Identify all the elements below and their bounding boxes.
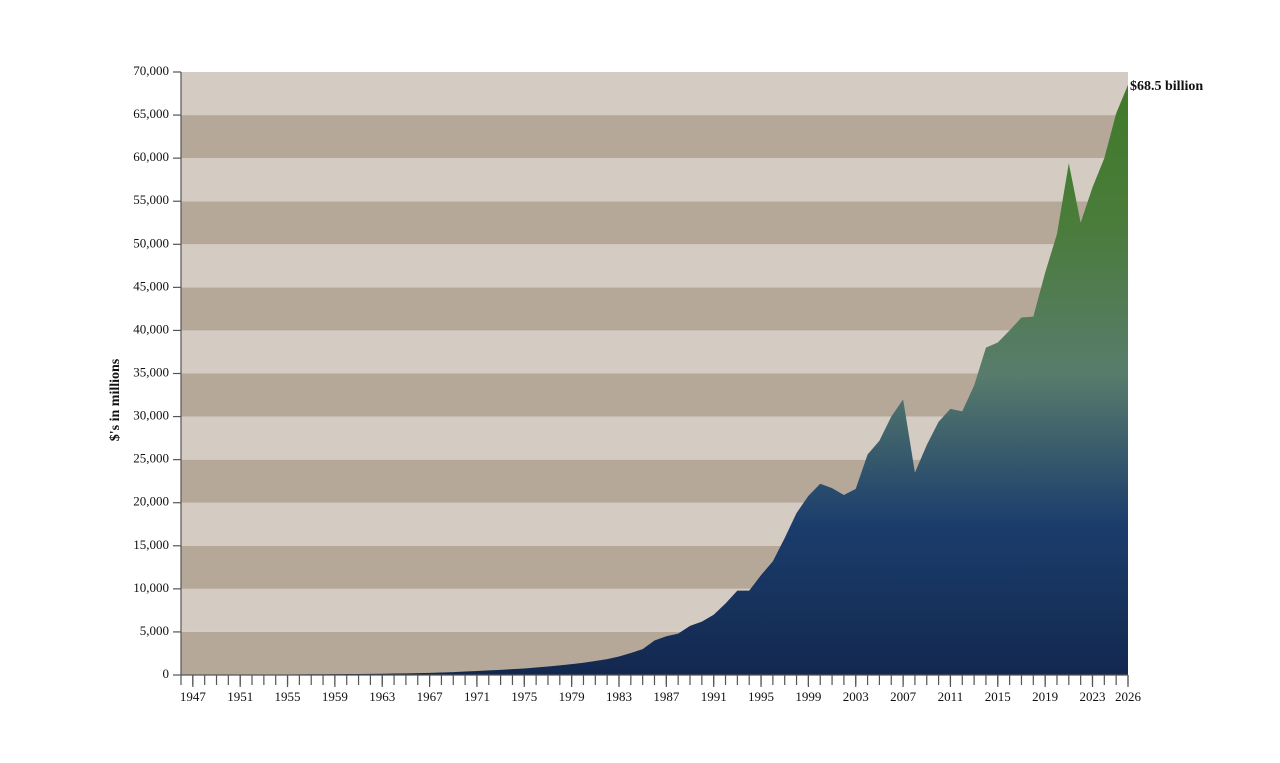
y-tick-label: 0 (163, 666, 170, 681)
y-tick-label: 55,000 (133, 192, 169, 207)
y-tick-label: 45,000 (133, 278, 169, 293)
x-tick-label: 1999 (795, 689, 821, 704)
x-tick-label: 1963 (369, 689, 395, 704)
grid-band (181, 72, 1128, 116)
y-tick-label: 50,000 (133, 235, 169, 250)
annotation: $68.5 billion (1130, 79, 1203, 94)
x-tick-label: 2023 (1079, 689, 1105, 704)
x-tick-label: 1967 (417, 689, 444, 704)
y-tick-label: 10,000 (133, 580, 169, 595)
x-tick-label: 2019 (1032, 689, 1058, 704)
x-tick-label: 2011 (938, 689, 964, 704)
grid-band (181, 244, 1128, 288)
y-tick-label: 20,000 (133, 494, 169, 509)
x-tick-label: 2026 (1115, 689, 1142, 704)
grid-band (181, 115, 1128, 159)
grid-band (181, 158, 1128, 202)
x-tick-label: 1947 (180, 689, 207, 704)
x-tick-label: 1983 (606, 689, 632, 704)
x-tick-label: 1971 (464, 689, 490, 704)
y-tick-label: 70,000 (133, 63, 169, 78)
x-tick-label: 2007 (890, 689, 917, 704)
y-tick-label: 60,000 (133, 149, 169, 164)
grid-band (181, 287, 1128, 331)
y-tick-label: 5,000 (140, 623, 169, 638)
x-tick-label: 2015 (985, 689, 1011, 704)
area (192, 84, 1128, 675)
x-tick-label: 1975 (511, 689, 537, 704)
x-tick-label: 1995 (748, 689, 774, 704)
grid-band (181, 330, 1128, 374)
x-tick-label: 1955 (275, 689, 301, 704)
y-tick-label: 30,000 (133, 408, 169, 423)
y-tick-label: 25,000 (133, 451, 169, 466)
x-tick-label: 2003 (843, 689, 869, 704)
y-tick-label: 15,000 (133, 537, 169, 552)
x-tick-label: 1991 (701, 689, 727, 704)
y-tick-label: 35,000 (133, 364, 169, 379)
y-axis-label: $'s in millions (108, 358, 123, 441)
x-tick-label: 1979 (559, 689, 585, 704)
y-tick-label: 40,000 (133, 321, 169, 336)
x-tick-label: 1951 (227, 689, 253, 704)
y-tick-label: 65,000 (133, 106, 169, 121)
x-tick-label: 1959 (322, 689, 348, 704)
grid-band (181, 201, 1128, 245)
x-tick-label: 1987 (653, 689, 680, 704)
